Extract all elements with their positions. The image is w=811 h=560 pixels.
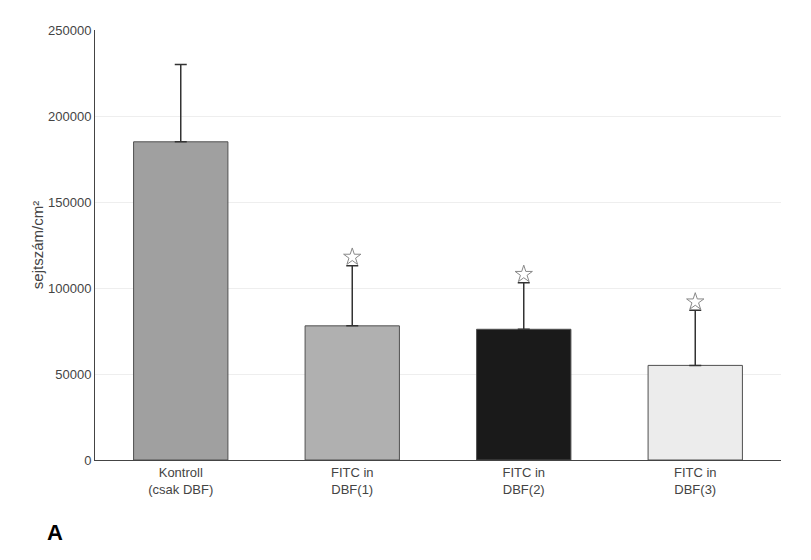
svg-text:FITC inDBF(1): FITC inDBF(1) — [331, 465, 374, 497]
svg-text:FITC inDBF(2): FITC inDBF(2) — [502, 465, 545, 497]
svg-text:150000: 150000 — [48, 195, 91, 210]
svg-text:50000: 50000 — [55, 367, 91, 382]
svg-text:A: A — [47, 520, 63, 545]
svg-text:100000: 100000 — [48, 281, 91, 296]
svg-text:FITC inDBF(3): FITC inDBF(3) — [674, 465, 717, 497]
svg-text:sejtszám/cm²: sejtszám/cm² — [29, 201, 46, 289]
svg-text:0: 0 — [84, 453, 91, 468]
svg-text:250000: 250000 — [48, 23, 91, 38]
svg-text:Kontroll(csak DBF): Kontroll(csak DBF) — [148, 465, 213, 497]
svg-text:200000: 200000 — [48, 109, 91, 124]
